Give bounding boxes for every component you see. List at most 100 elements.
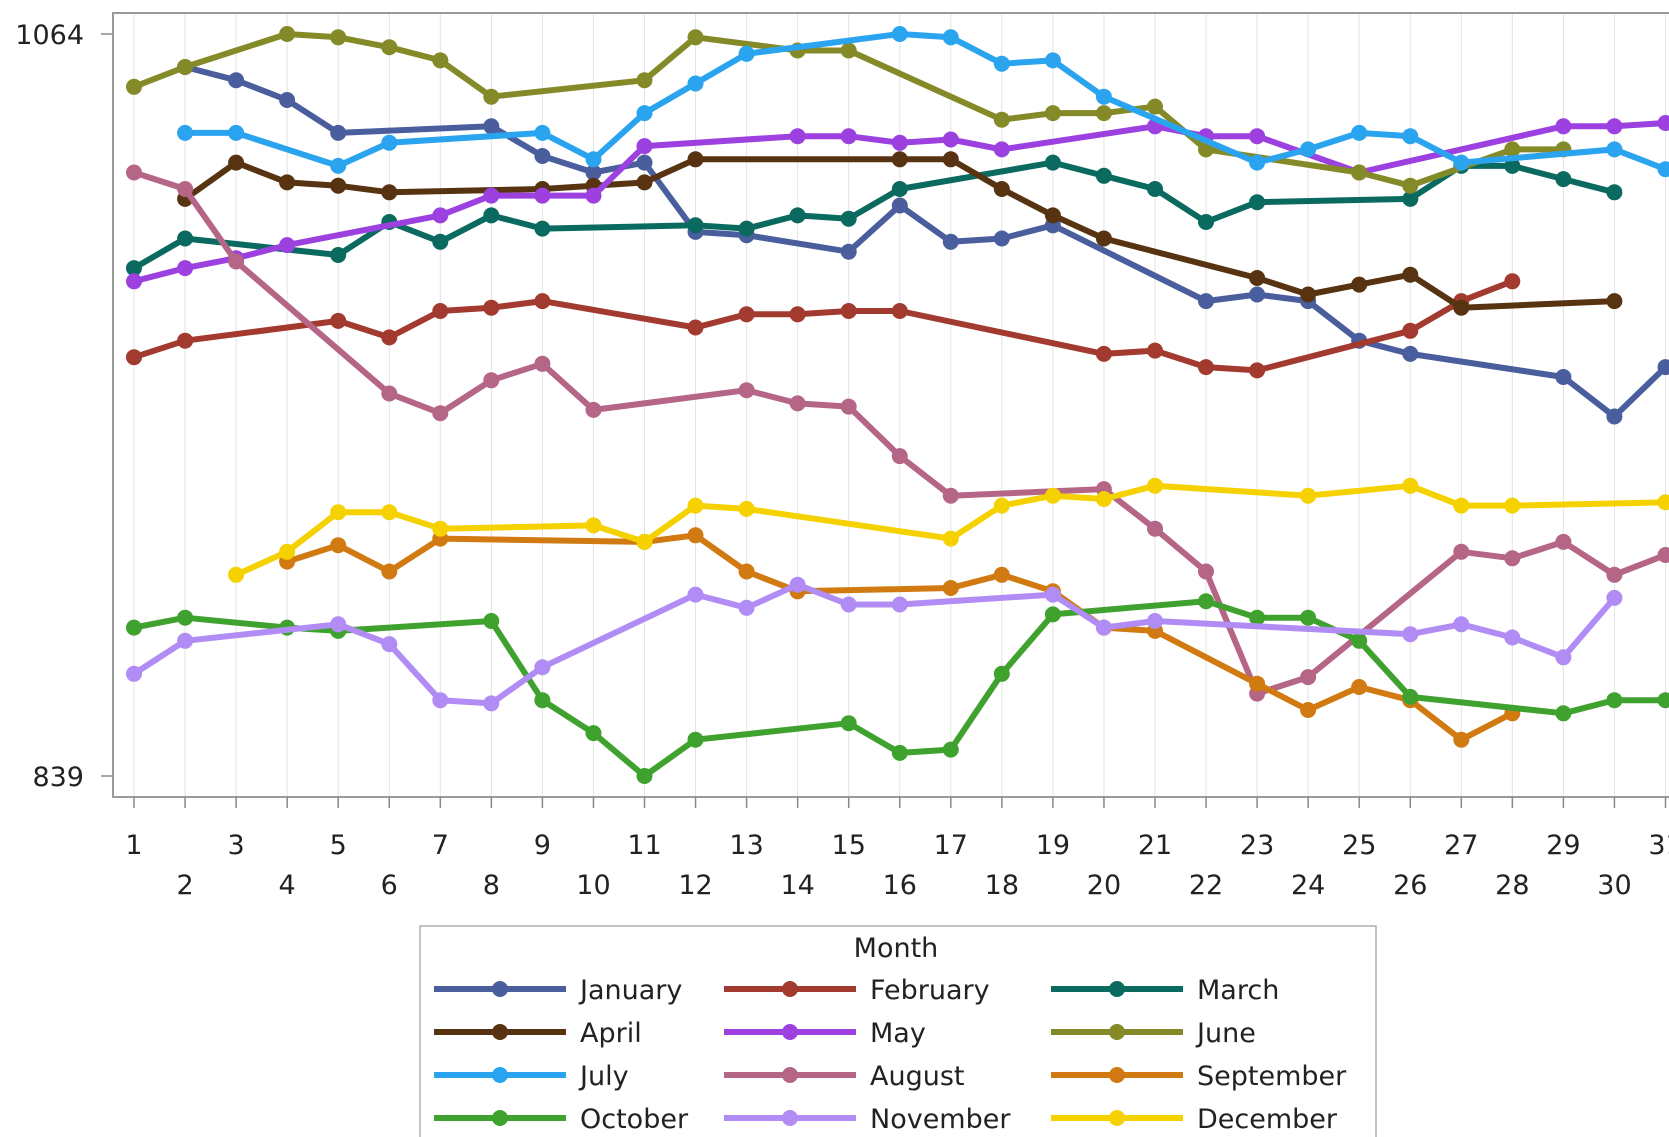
data-point-december [1044,487,1061,504]
data-point-april [1402,266,1419,283]
data-point-may [279,237,296,254]
data-point-february [483,299,500,316]
x-tick-label: 24 [1291,870,1325,901]
series-march [126,154,1623,277]
data-point-october [840,715,857,732]
series-august [126,164,1669,702]
data-point-february [1198,359,1214,376]
legend-label: May [870,1018,926,1049]
data-point-august [942,487,959,504]
data-point-may [483,187,500,204]
x-tick-label: 19 [1036,830,1070,861]
data-point-july [228,124,245,141]
series-july [177,26,1669,178]
data-point-march [1606,184,1623,201]
data-point-march [1504,157,1521,174]
data-point-february [1147,342,1163,359]
legend-swatch-marker [1109,1110,1125,1126]
series-january [177,59,1669,425]
data-point-june [636,72,653,89]
data-point-april [1044,207,1061,224]
data-point-november [1402,626,1419,643]
data-point-april [1095,230,1112,247]
data-point-october [891,744,908,761]
legend-swatch-marker [1109,1024,1125,1040]
series-december [228,477,1669,583]
data-point-january [585,164,602,181]
x-tick-label: 10 [576,870,610,901]
legend-item-september: September [1051,1061,1347,1092]
data-point-november [1504,629,1521,646]
data-point-june [483,88,500,105]
legend-swatch-marker [492,1067,508,1083]
data-point-january [636,154,653,171]
data-point-january [534,148,551,164]
legend-item-october: October [434,1104,689,1135]
data-point-march [1044,154,1061,171]
series-line-march [131,159,1618,272]
data-point-november [891,596,908,613]
data-point-november [483,695,500,712]
data-point-january [1657,359,1669,376]
data-point-july [1657,161,1669,178]
data-point-november [738,599,755,616]
x-tick-label: 27 [1444,830,1478,861]
legend-item-january: January [434,975,682,1006]
data-point-december [279,543,296,560]
legend-swatch-marker [782,1067,798,1083]
x-tick-label: 7 [432,830,449,861]
data-point-october [942,741,959,758]
x-tick-label: 31 [1648,830,1669,861]
data-point-august [789,395,806,412]
data-point-december [330,504,347,521]
data-point-november [381,636,398,653]
series-lines [126,26,1669,784]
data-point-july [636,105,653,122]
data-point-july [687,75,704,92]
data-point-april [942,151,959,168]
data-point-july [1453,154,1470,171]
data-point-february [177,332,194,349]
data-point-february [330,312,347,329]
data-point-april [687,151,704,168]
data-point-february [432,303,449,319]
data-point-may [942,131,959,148]
x-tick-label: 22 [1189,870,1223,901]
data-point-september [738,563,755,580]
data-point-april [1453,299,1470,316]
data-point-october [1555,705,1572,722]
data-point-october [177,609,194,626]
data-point-february [891,303,908,319]
x-tick-label: 25 [1342,830,1376,861]
series-line-october [131,598,1669,779]
data-point-october [1351,632,1368,649]
data-point-april [636,174,653,191]
data-point-march [1198,214,1214,230]
data-point-april [891,151,908,168]
legend-label: November [870,1104,1011,1135]
x-tick-label: 14 [780,870,814,901]
legend-label: July [578,1061,629,1092]
data-point-july [381,134,398,151]
data-point-november [177,632,194,649]
data-point-july [993,55,1010,72]
data-point-february [1402,322,1419,339]
legend-swatch-marker [1109,1067,1125,1083]
data-point-september [1300,702,1317,718]
data-point-october [1198,593,1214,610]
data-point-december [1300,487,1317,504]
legend-swatch-marker [782,981,798,997]
legend-frame [419,925,1377,1137]
data-point-april [1249,270,1266,286]
data-point-july [1044,52,1061,69]
data-point-may [993,141,1010,158]
x-tick-label: 8 [483,870,500,901]
data-point-june [1147,98,1163,115]
data-point-october [687,731,704,748]
legend-item-april: April [434,1018,642,1049]
x-tick-label: 9 [534,830,551,861]
legend-swatch-marker [492,1024,508,1040]
data-point-march [738,220,755,237]
data-point-january [993,230,1010,247]
data-point-january [1606,408,1623,425]
